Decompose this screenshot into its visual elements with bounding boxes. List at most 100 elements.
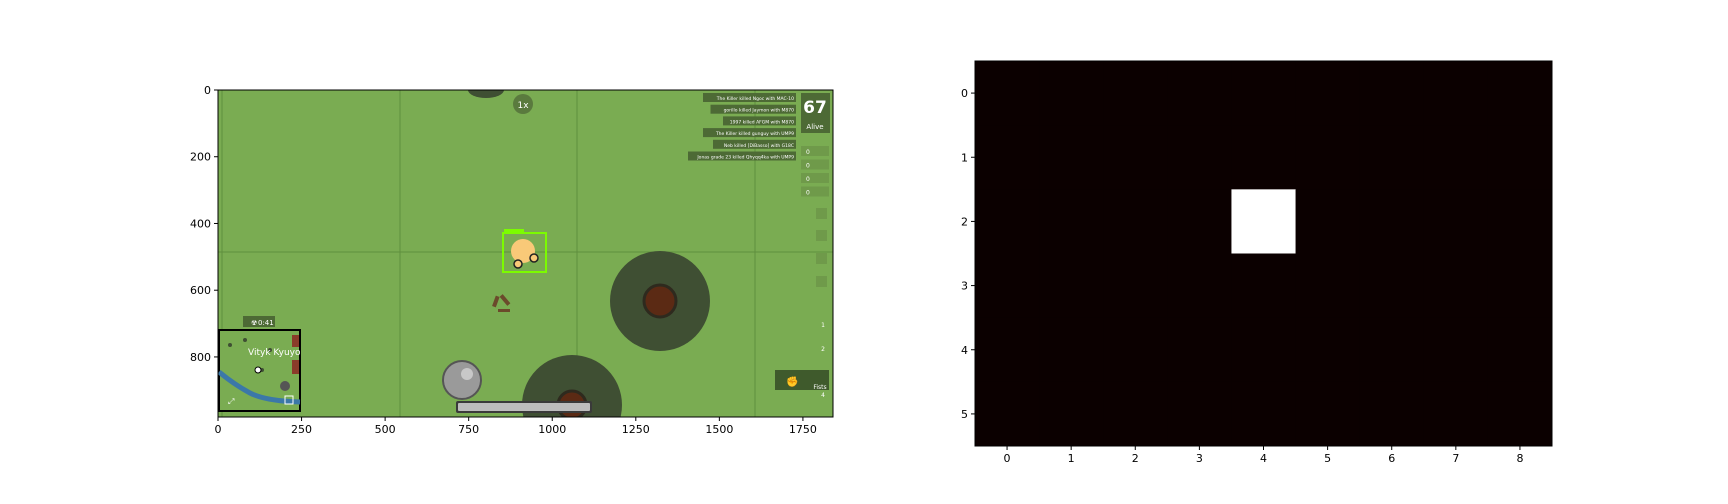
heatmap-cell (975, 317, 1040, 383)
heatmap-cell (975, 61, 1040, 126)
zoom-badge (513, 94, 533, 114)
alive-counter-box (801, 93, 830, 133)
kill-feed-entry (703, 128, 796, 138)
kill-feed-entry (688, 151, 796, 161)
heatmap-cell (1487, 381, 1553, 447)
active-weapon-slot[interactable] (775, 370, 829, 390)
left-axis-ticks: 0 250 500 750 1000 1250 1500 1750 0 200 400 600 800 (190, 84, 817, 436)
player-health-tag (504, 229, 524, 232)
left-y-tick-label: 0 (204, 84, 211, 97)
ammo-count: 0 (806, 176, 810, 183)
heatmap-cell (1359, 125, 1425, 190)
heatmap-cell (1039, 381, 1104, 447)
heatmap-cell (1231, 61, 1297, 126)
weapon-slot-number: 1 (821, 322, 825, 329)
kill-feed-text: gorillo killed Jaymon with M870 (724, 108, 795, 114)
heatmap-cell (1487, 61, 1553, 126)
stone (442, 360, 482, 400)
left-x-tick-label: 1250 (622, 423, 650, 436)
ammo-count: 0 (806, 190, 810, 197)
ammo-list: 0 0 0 0 (801, 146, 829, 197)
heatmap-cell (1423, 381, 1489, 447)
left-x-tick-label: 1750 (789, 423, 817, 436)
right-x-tick-label: 6 (1388, 452, 1395, 465)
heatmap-cell (1295, 253, 1361, 319)
stone-highlight (461, 368, 473, 380)
left-x-tick-label: 500 (375, 423, 396, 436)
heatmap-cell (1359, 253, 1425, 319)
heatmap-cell (1487, 189, 1553, 254)
kill-feed-text: 1997 killed AFGM with M870 (730, 119, 794, 125)
weapon-slot-number: 4 (821, 392, 825, 399)
right-x-tick-label: 5 (1324, 452, 1331, 465)
tree-top-edge (468, 90, 504, 98)
right-x-tick-label: 0 (1004, 452, 1011, 465)
kill-feed-text: Neb killed [DiBasso] with G18C (724, 143, 794, 149)
kill-feed-entry (723, 116, 796, 126)
heatmap-cell (1231, 189, 1297, 254)
ammo-slot (801, 173, 829, 183)
heatmap-cell (1167, 381, 1232, 447)
left-x-tick-label: 1500 (705, 423, 733, 436)
heatmap-cell (1295, 317, 1361, 383)
health-bar-fill (458, 403, 590, 411)
minimap-expand-icon: ⤢ (227, 397, 234, 406)
heatmap-cell (1039, 317, 1104, 383)
heatmap-cell (1359, 381, 1425, 447)
heatmap-cell (1231, 317, 1297, 383)
heatmap-cell (1167, 253, 1232, 319)
left-y-tick-label: 200 (190, 151, 211, 164)
heatmap-cell (1295, 189, 1361, 254)
heatmap-cell (1231, 253, 1297, 319)
kill-feed-entry (710, 104, 796, 114)
right-x-tick-label: 3 (1196, 452, 1203, 465)
alive-count: 67 (803, 98, 827, 118)
alive-label: Alive (806, 123, 823, 131)
minimap-location-name: Vityk Kyuyo (248, 348, 301, 358)
player (511, 239, 535, 263)
heatmap-cell (1295, 61, 1361, 126)
minimap-river (218, 370, 301, 405)
heatmap-cell (1231, 381, 1297, 447)
minimap[interactable]: Vityk Kyuyo ⤢ (218, 329, 301, 412)
right-axis-ticks: 0 1 2 3 4 5 6 7 8 0 1 2 3 4 5 (961, 87, 1523, 465)
minimap-toggle-icon (284, 395, 294, 405)
heatmap-panel: 0 1 2 3 4 5 6 7 8 0 1 2 3 4 5 (961, 60, 1553, 465)
left-axes-frame (217, 89, 834, 418)
consumable-slots (816, 208, 827, 287)
kill-feed-text: The Killer killed Ngoc with MAC-10 (716, 96, 794, 102)
gas-timer-box (243, 316, 275, 327)
heatmap-cell (1167, 125, 1232, 190)
right-x-tick-label: 4 (1260, 452, 1267, 465)
heatmap-cell (1423, 125, 1489, 190)
heatmap-cell (1423, 317, 1489, 383)
ammo-slot (801, 146, 829, 156)
heatmap-cell (1103, 189, 1168, 254)
zoom-badge-text: 1x (517, 101, 529, 111)
heatmap-cell (1359, 61, 1425, 126)
kill-feed: The Killer killed Ngoc with MAC-10 gorill… (688, 93, 796, 161)
heatmap-cells (975, 61, 1553, 447)
player-highlight-box (502, 232, 547, 273)
left-y-tick-label: 600 (190, 284, 211, 297)
gas-timer: 0:41 (258, 319, 274, 327)
tree-large (610, 251, 710, 351)
heatmap-cell (1039, 189, 1104, 254)
heatmap-cell (1359, 317, 1425, 383)
minimap-building (292, 335, 299, 347)
heatmap-cell (1423, 253, 1489, 319)
heatmap-cell (1039, 125, 1104, 190)
right-y-tick-label: 0 (961, 87, 968, 100)
left-y-tick-label: 800 (190, 351, 211, 364)
heatmap-cell (1103, 317, 1168, 383)
heatmap-cell (1167, 61, 1232, 126)
right-x-tick-label: 2 (1132, 452, 1139, 465)
heatmap-cell (1103, 125, 1168, 190)
kill-feed-entry (703, 93, 796, 102)
right-y-tick-label: 4 (961, 344, 968, 357)
heatmap-cell (1039, 253, 1104, 319)
heatmap-cell (1487, 253, 1553, 319)
minimap-building (292, 360, 299, 374)
heatmap-cell (1423, 189, 1489, 254)
